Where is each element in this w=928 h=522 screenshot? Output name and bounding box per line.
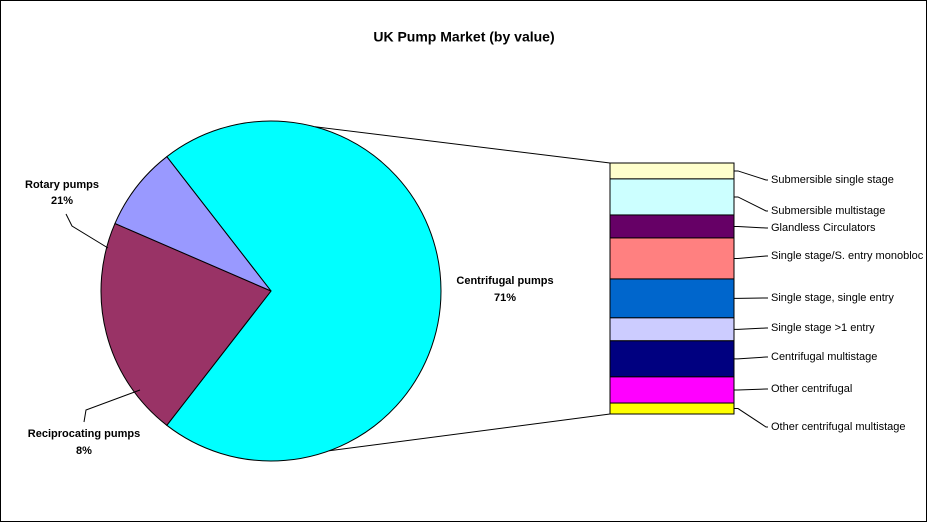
- bar-label: Submersible multistage: [771, 205, 885, 217]
- slice-value-label: 21%: [51, 195, 73, 207]
- leader-line: [734, 196, 768, 212]
- slice-label: Reciprocating pumps: [28, 428, 140, 440]
- bar-segment: [609, 402, 735, 415]
- slice-label: Centrifugal pumps: [456, 275, 553, 287]
- bar-segment: [609, 162, 735, 180]
- bar-segment: [609, 278, 735, 319]
- leader-line: [734, 170, 768, 181]
- bar-segment: [609, 214, 735, 239]
- bar-label: Glandless Circulators: [771, 222, 876, 234]
- pie-slice: [166, 120, 442, 462]
- connector-line: [314, 126, 611, 164]
- slice-value-label: 8%: [76, 445, 92, 457]
- bar-label: Centrifugal multistage: [771, 351, 877, 363]
- bar-label: Other centrifugal: [771, 383, 852, 395]
- bar-label: Other centrifugal multistage: [771, 421, 906, 433]
- bar-segment: [609, 237, 735, 280]
- bar-label: Single stage, single entry: [771, 292, 894, 304]
- slice-label: Rotary pumps: [25, 179, 99, 191]
- bar-label: Single stage >1 entry: [771, 322, 875, 334]
- leader-line: [734, 225, 768, 229]
- leader-line: [65, 213, 109, 249]
- chart-title: UK Pump Market (by value): [373, 29, 554, 45]
- bar-label: Submersible single stage: [771, 174, 894, 186]
- leader-line: [734, 356, 768, 360]
- pie-slice: [114, 155, 272, 292]
- leader-line: [734, 255, 768, 259]
- bar-segment: [609, 317, 735, 342]
- bar-segment: [609, 340, 735, 378]
- bar-segment: [609, 376, 735, 404]
- leader-line: [83, 389, 141, 423]
- bar-label: Single stage/S. entry monobloc: [771, 250, 924, 262]
- slice-value-label: 71%: [494, 292, 516, 304]
- leader-line: [734, 388, 768, 391]
- leader-line: [734, 327, 768, 330]
- leader-line: [734, 408, 768, 428]
- connector-line: [329, 413, 611, 452]
- bar-segment: [609, 178, 735, 216]
- pie-slice: [100, 222, 272, 427]
